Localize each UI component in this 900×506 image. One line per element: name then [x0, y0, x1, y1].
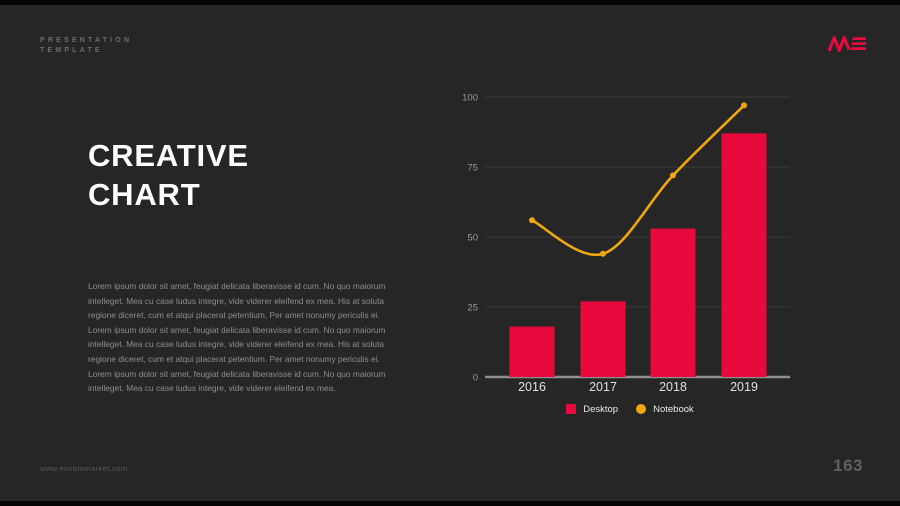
y-tick-label-25: 25 — [467, 303, 478, 314]
body-paragraph: Lorem ipsum dolor sit amet, feugiat deli… — [88, 281, 386, 394]
legend-swatch-notebook — [636, 404, 647, 414]
slide-title-line2: CHART — [88, 177, 201, 212]
me-logo-icon — [828, 36, 866, 52]
legend-label-desktop: Desktop — [583, 403, 619, 415]
legend-item-desktop: Desktop — [566, 404, 618, 415]
x-tick-label-2016: 2016 — [518, 380, 546, 394]
x-tick-label-2019: 2019 — [730, 380, 758, 394]
line-point-2019 — [741, 102, 747, 109]
logo-m-stroke — [828, 36, 851, 52]
bar-2018 — [650, 228, 696, 377]
y-tick-label-100: 100 — [462, 93, 478, 104]
slide-title: CREATIVE CHART — [88, 136, 249, 214]
bar-2019 — [721, 133, 767, 377]
y-tick-label-50: 50 — [467, 233, 478, 244]
line-point-2018 — [670, 172, 676, 179]
slide-title-line1: CREATIVE — [88, 138, 249, 173]
notebook-line — [530, 104, 746, 257]
y-tick-label-75: 75 — [467, 163, 478, 174]
x-tick-label-2018: 2018 — [659, 380, 687, 394]
x-tick-label-2017: 2017 — [589, 380, 617, 394]
chart-svg: 0 25 50 75 100 2016 2017 2018 2019 — [462, 93, 790, 394]
bar-2016 — [509, 326, 555, 377]
y-tick-label-0: 0 — [473, 373, 478, 384]
chart-legend: Desktop Notebook — [440, 400, 820, 418]
footer-url: www.envatomarket.com — [40, 464, 128, 473]
legend-swatch-desktop — [566, 404, 577, 414]
logo-e-bar-mid — [851, 42, 866, 45]
logo-e-bar-top — [852, 37, 866, 40]
logo-e-bar-bot — [850, 47, 866, 50]
top-edge-bar — [0, 0, 900, 5]
page-number: 163 — [833, 456, 863, 475]
legend-item-notebook: Notebook — [636, 404, 694, 415]
line-point-2016 — [529, 217, 535, 224]
bar-2017 — [580, 301, 626, 377]
eyebrow-label: PRESENTATION TEMPLATE — [40, 37, 133, 54]
line-point-2017 — [600, 250, 606, 257]
bottom-edge-bar — [0, 501, 900, 506]
legend-label-notebook: Notebook — [653, 403, 694, 415]
